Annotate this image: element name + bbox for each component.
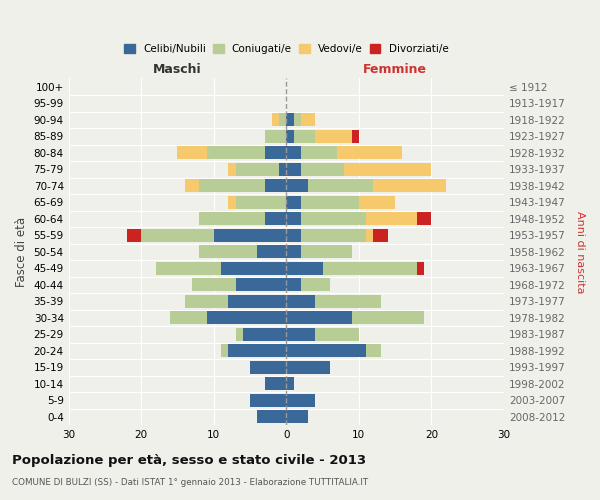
Bar xyxy=(199,212,265,225)
Bar xyxy=(199,180,265,192)
Bar xyxy=(206,146,265,159)
Bar xyxy=(316,130,352,142)
Bar xyxy=(301,212,366,225)
Bar xyxy=(286,361,330,374)
Bar xyxy=(286,328,316,341)
Bar xyxy=(293,114,301,126)
Bar xyxy=(199,246,257,258)
Bar xyxy=(272,114,279,126)
Bar xyxy=(265,146,286,159)
Bar xyxy=(301,196,359,208)
Bar xyxy=(352,312,424,324)
Bar xyxy=(366,344,380,358)
Bar xyxy=(228,295,286,308)
Bar xyxy=(301,229,366,241)
Bar xyxy=(301,278,330,291)
Bar xyxy=(293,130,316,142)
Bar xyxy=(286,130,293,142)
Bar xyxy=(366,212,417,225)
Bar xyxy=(228,163,236,175)
Bar xyxy=(286,262,323,275)
Bar xyxy=(206,312,286,324)
Bar xyxy=(286,410,308,424)
Bar xyxy=(127,229,141,241)
Bar xyxy=(301,114,316,126)
Bar xyxy=(250,394,286,407)
Bar xyxy=(286,378,293,390)
Bar xyxy=(286,114,293,126)
Bar xyxy=(243,328,286,341)
Bar xyxy=(337,146,403,159)
Text: Maschi: Maschi xyxy=(153,63,202,76)
Bar xyxy=(301,146,337,159)
Bar xyxy=(417,212,431,225)
Bar xyxy=(214,229,286,241)
Bar xyxy=(316,328,359,341)
Bar xyxy=(301,163,344,175)
Bar xyxy=(417,262,424,275)
Bar xyxy=(279,163,286,175)
Bar xyxy=(286,146,301,159)
Bar xyxy=(286,344,366,358)
Bar xyxy=(352,130,359,142)
Bar xyxy=(221,344,228,358)
Bar xyxy=(286,163,301,175)
Text: COMUNE DI BULZI (SS) - Dati ISTAT 1° gennaio 2013 - Elaborazione TUTTITALIA.IT: COMUNE DI BULZI (SS) - Dati ISTAT 1° gen… xyxy=(12,478,368,487)
Y-axis label: Fasce di età: Fasce di età xyxy=(15,217,28,287)
Bar xyxy=(236,328,243,341)
Bar xyxy=(257,246,286,258)
Bar xyxy=(308,180,373,192)
Legend: Celibi/Nubili, Coniugati/e, Vedovi/e, Divorziati/e: Celibi/Nubili, Coniugati/e, Vedovi/e, Di… xyxy=(122,42,451,56)
Bar xyxy=(373,229,388,241)
Bar xyxy=(185,180,199,192)
Bar xyxy=(236,196,286,208)
Bar xyxy=(156,262,221,275)
Bar xyxy=(178,146,206,159)
Bar xyxy=(265,130,286,142)
Bar xyxy=(236,278,286,291)
Bar xyxy=(265,378,286,390)
Bar xyxy=(286,196,301,208)
Bar xyxy=(286,312,352,324)
Bar xyxy=(323,262,417,275)
Bar xyxy=(301,246,352,258)
Text: Popolazione per età, sesso e stato civile - 2013: Popolazione per età, sesso e stato civil… xyxy=(12,454,366,467)
Text: Femmine: Femmine xyxy=(363,63,427,76)
Bar xyxy=(192,278,236,291)
Bar xyxy=(286,295,316,308)
Bar xyxy=(316,295,380,308)
Bar xyxy=(265,180,286,192)
Bar xyxy=(344,163,431,175)
Bar xyxy=(185,295,228,308)
Bar xyxy=(286,278,301,291)
Bar xyxy=(286,246,301,258)
Bar xyxy=(170,312,206,324)
Bar xyxy=(257,410,286,424)
Bar xyxy=(373,180,446,192)
Bar xyxy=(250,361,286,374)
Bar xyxy=(359,196,395,208)
Bar xyxy=(286,180,308,192)
Bar xyxy=(286,394,316,407)
Bar xyxy=(228,344,286,358)
Bar xyxy=(286,229,301,241)
Bar xyxy=(141,229,214,241)
Bar xyxy=(228,196,236,208)
Bar xyxy=(366,229,373,241)
Bar xyxy=(236,163,279,175)
Y-axis label: Anni di nascita: Anni di nascita xyxy=(575,210,585,293)
Bar xyxy=(265,212,286,225)
Bar xyxy=(221,262,286,275)
Bar xyxy=(279,114,286,126)
Bar xyxy=(286,212,301,225)
